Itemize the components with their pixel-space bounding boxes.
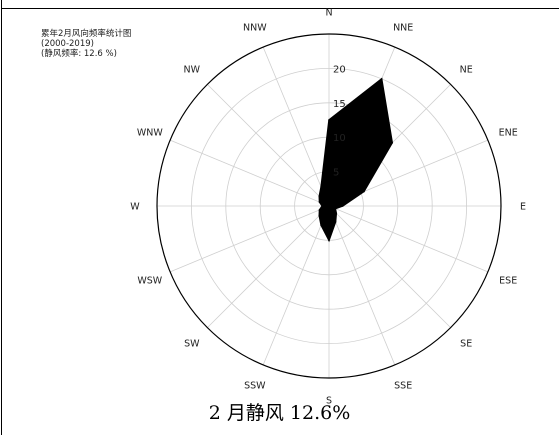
direction-label-sse: SSE xyxy=(394,381,412,392)
calm-frequency-note: (静风频率: 12.6 %) xyxy=(41,49,117,59)
point-ese xyxy=(334,207,337,210)
direction-label-w: W xyxy=(130,202,140,213)
direction-label-nnw: NNW xyxy=(243,22,267,33)
point-nnw xyxy=(320,186,322,188)
point-ene xyxy=(363,190,365,193)
grid-spoke-wnw xyxy=(169,139,330,207)
point-wsw xyxy=(318,209,321,211)
direction-label-se: SE xyxy=(460,339,472,350)
direction-label-ne: NE xyxy=(460,64,473,75)
grid-spoke-wsw xyxy=(169,205,330,273)
point-nne xyxy=(380,78,383,80)
r-tick-15: 15 xyxy=(333,99,346,110)
grid-spoke-sw xyxy=(207,205,330,328)
frame-left-border xyxy=(1,0,2,435)
direction-label-e: E xyxy=(520,202,526,213)
point-sse xyxy=(334,221,337,223)
point-s xyxy=(328,239,330,242)
grid-spoke-se xyxy=(328,205,451,328)
direction-label-nw: NW xyxy=(184,64,201,75)
direction-label-n: N xyxy=(325,8,332,19)
direction-label-nne: NNE xyxy=(393,22,413,33)
direction-label-ssw: SSW xyxy=(244,381,266,392)
direction-label-wsw: WSW xyxy=(137,276,162,287)
grid-spoke-ese xyxy=(328,205,489,273)
r-tick-5: 5 xyxy=(333,168,339,179)
grid-spoke-nw xyxy=(207,84,330,207)
point-se xyxy=(335,212,338,215)
r-tick-20: 20 xyxy=(333,64,346,75)
grid-spoke-sse xyxy=(328,205,396,366)
point-e xyxy=(341,205,344,207)
outer-ring xyxy=(156,33,502,379)
direction-label-wnw: WNW xyxy=(137,127,163,138)
point-ne xyxy=(391,141,394,144)
frame-top-border xyxy=(1,8,559,9)
chart-title: 累年2月风向频率统计图 xyxy=(41,29,132,39)
point-n xyxy=(328,119,330,121)
point-wnw xyxy=(318,201,321,203)
caption: 2 月静风 12.6% xyxy=(208,402,351,424)
chart-period: (2000-2019) xyxy=(41,39,94,49)
direction-label-ene: ENE xyxy=(499,127,518,138)
r-tick-10: 10 xyxy=(333,133,346,144)
direction-label-s: S xyxy=(326,396,332,407)
grid-spoke-nnw xyxy=(262,46,330,207)
point-nw xyxy=(318,195,321,198)
point-sw xyxy=(318,214,321,217)
direction-label-sw: SW xyxy=(184,339,200,350)
grid-spoke-ssw xyxy=(262,205,330,366)
point-ssw xyxy=(320,224,322,226)
point-w xyxy=(321,205,323,207)
direction-label-ese: ESE xyxy=(499,276,517,287)
